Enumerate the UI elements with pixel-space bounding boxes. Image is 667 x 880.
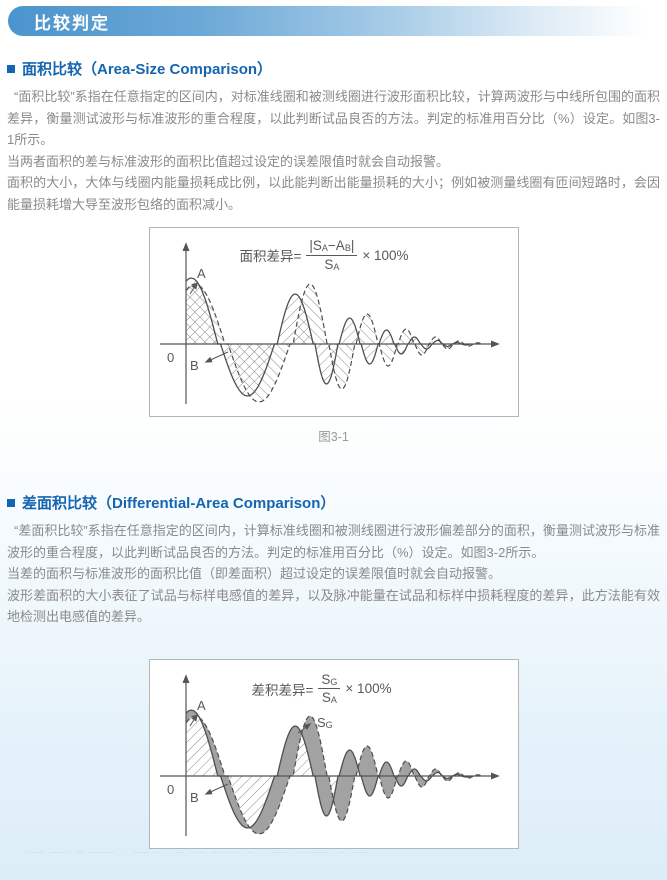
- formula-fraction: |SA−AB| SA: [306, 238, 358, 272]
- square-bullet-icon: [7, 498, 15, 507]
- waveform-diagram-1: A B 0: [159, 242, 500, 404]
- square-bullet-icon: [7, 64, 15, 73]
- formula-lead: 面积差异=: [239, 249, 302, 265]
- section-title-area-comparison: 面积比较（Area-Size Comparison）: [7, 58, 660, 79]
- footer-faint-text: ·—— ——· — ——— ·· ——— · ·— —— ———· — ·· —…: [24, 849, 370, 856]
- figure-3-1: A B 0 面积差异= |SA−AB| SA × 100%: [148, 227, 519, 417]
- formula-numerator: |SA−AB|: [306, 238, 358, 256]
- label-b-arrow: [204, 783, 228, 795]
- area-difference-formula: 面积差异= |SA−AB| SA × 100%: [240, 238, 409, 272]
- sg-band-label: SG: [317, 715, 333, 730]
- section-title-text: 差面积比较（Differential-Area Comparison）: [22, 495, 336, 512]
- paragraph: 波形差面积的大小表征了试品与标样电感值的差异，以及脉冲能量在试品和标样中损耗程度…: [7, 587, 660, 625]
- label-a-arrow: [189, 281, 198, 295]
- paragraph: “差面积比较”系指在任意指定的区间内，计算标准线圈和被测线圈进行波形偏差部分的面…: [7, 523, 660, 560]
- formula-tail: × 100%: [345, 681, 392, 697]
- formula-denominator: SA: [324, 256, 340, 272]
- hatch-area: [185, 709, 470, 828]
- paragraph: 面积的大小，大体与线圈内能量损耗成比例，以此能判断出能量损耗的大小；例如被测量线…: [7, 175, 660, 212]
- curve-b-label: B: [190, 358, 199, 373]
- label-b-arrow: [204, 351, 228, 363]
- paragraph: 当两者面积的差与标准波形的面积比值超过设定的误差限值时就会自动报警。: [7, 153, 450, 169]
- curve-b-label: B: [190, 790, 199, 805]
- curve-b-dashed: [185, 283, 482, 403]
- page-title: 比较判定: [34, 13, 110, 33]
- figure-caption: 图3-1: [318, 430, 349, 444]
- content-area: 面积比较（Area-Size Comparison） “面积比较”系指在任意指定…: [7, 36, 660, 849]
- curve-a-label: A: [197, 266, 206, 281]
- formula-tail: × 100%: [362, 247, 409, 263]
- figure-3-2: A B 0 SG 差积差异= SG SA × 100%: [148, 658, 519, 849]
- paragraph: 当差的面积与标准波形的面积比值（即差面积）超过设定的误差限值时就会自动报警。: [7, 566, 502, 581]
- section-title-differential-area: 差面积比较（Differential-Area Comparison）: [7, 492, 660, 513]
- formula-numerator: SG: [318, 672, 341, 690]
- section-title-text: 面积比较（Area-Size Comparison）: [22, 61, 273, 78]
- formula-denominator: SA: [321, 690, 337, 706]
- origin-label: 0: [167, 350, 174, 365]
- formula-lead: 差积差异=: [251, 682, 314, 698]
- paragraph: “面积比较”系指在任意指定的区间内，对标准线圈和被测线圈进行波形面积比较，计算两…: [7, 89, 660, 147]
- differential-area-formula: 差积差异= SG SA × 100%: [252, 672, 392, 706]
- curve-a-label: A: [197, 698, 206, 713]
- waveform-diagram-2: A B 0 SG: [159, 673, 500, 836]
- hatch-area-a: [185, 278, 470, 396]
- origin-label: 0: [167, 782, 174, 797]
- hatch-area-b: [185, 284, 482, 402]
- curve-b-dashed: [185, 714, 482, 835]
- label-a-arrow: [189, 713, 198, 726]
- label-sg-arrow: [297, 722, 311, 733]
- section-header-bar: 比较判定: [8, 6, 667, 36]
- formula-fraction: SG SA: [318, 672, 341, 706]
